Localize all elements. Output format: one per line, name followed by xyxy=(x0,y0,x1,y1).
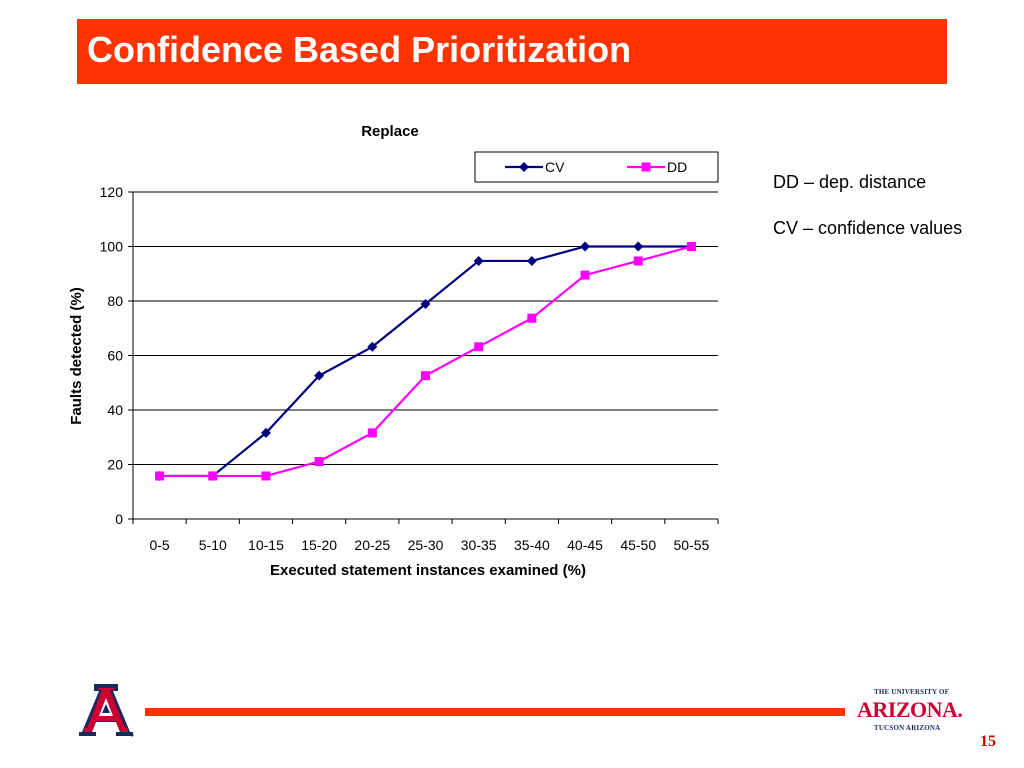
x-tick-label: 0-5 xyxy=(149,537,169,553)
y-tick-label: 80 xyxy=(107,293,123,309)
arizona-a-logo xyxy=(79,684,134,737)
x-tick-label: 20-25 xyxy=(354,537,390,553)
university-of-arizona-logo: THE UNIVERSITY OF ARIZONA. TUCSON ARIZON… xyxy=(852,686,963,736)
data-point-dd xyxy=(314,457,324,467)
legend-label-dd: DD xyxy=(667,159,687,175)
x-tick-label: 10-15 xyxy=(248,537,284,553)
data-point-dd xyxy=(527,313,537,323)
data-point-cv xyxy=(580,241,591,252)
x-tick-label: 50-55 xyxy=(674,537,710,553)
data-point-dd xyxy=(580,270,590,280)
data-point-dd xyxy=(208,471,218,481)
note-dd: DD – dep. distance xyxy=(773,172,927,192)
data-point-cv xyxy=(420,298,431,309)
x-tick-label: 35-40 xyxy=(514,537,550,553)
data-point-cv xyxy=(260,427,271,438)
x-tick-label: 40-45 xyxy=(567,537,603,553)
data-point-dd xyxy=(633,256,643,266)
x-tick-label: 15-20 xyxy=(301,537,337,553)
logo-bottom-text: TUCSON ARIZONA xyxy=(874,724,941,732)
note-cv: CV – confidence values xyxy=(773,218,963,238)
data-point-dd xyxy=(367,428,377,438)
y-tick-label: 40 xyxy=(107,402,123,418)
x-tick-label: 5-10 xyxy=(199,537,227,553)
series-line-cv xyxy=(159,245,692,478)
legend-marker-dd xyxy=(641,162,651,172)
x-tick-label: 45-50 xyxy=(620,537,656,553)
y-tick-label: 0 xyxy=(115,511,123,527)
series-line-dd xyxy=(159,245,692,478)
data-point-cv xyxy=(367,341,378,352)
x-tick-label: 30-35 xyxy=(461,537,497,553)
slide-title: Confidence Based Prioritization xyxy=(87,29,632,70)
footer-bar xyxy=(145,708,845,716)
notes: DD – dep. distance CV – confidence value… xyxy=(773,172,962,264)
data-point-dd xyxy=(686,242,696,251)
data-point-cv xyxy=(314,370,325,381)
data-point-cv xyxy=(633,241,644,252)
data-point-dd xyxy=(421,371,430,381)
data-point-cv xyxy=(473,255,484,266)
chart-title: Replace xyxy=(361,123,419,140)
legend-label-cv: CV xyxy=(545,159,565,175)
page-number: 15 xyxy=(980,733,996,750)
y-tick-label: 100 xyxy=(100,239,124,255)
y-tick-label: 120 xyxy=(100,184,124,200)
legend-marker-cv xyxy=(519,162,529,172)
x-tick-label: 25-30 xyxy=(408,537,444,553)
data-point-dd xyxy=(155,471,165,481)
title-bar: Confidence Based Prioritization xyxy=(77,19,947,84)
logo-main-text: ARIZONA. xyxy=(857,697,963,722)
y-tick-label: 20 xyxy=(107,457,123,473)
x-axis-label: Executed statement instances examined (%… xyxy=(270,562,586,579)
y-axis-label: Faults detected (%) xyxy=(68,287,85,425)
data-point-dd xyxy=(261,471,271,481)
logo-top-text: THE UNIVERSITY OF xyxy=(874,688,950,696)
data-point-cv xyxy=(526,255,537,266)
y-tick-label: 60 xyxy=(107,348,123,364)
data-point-dd xyxy=(474,342,484,352)
